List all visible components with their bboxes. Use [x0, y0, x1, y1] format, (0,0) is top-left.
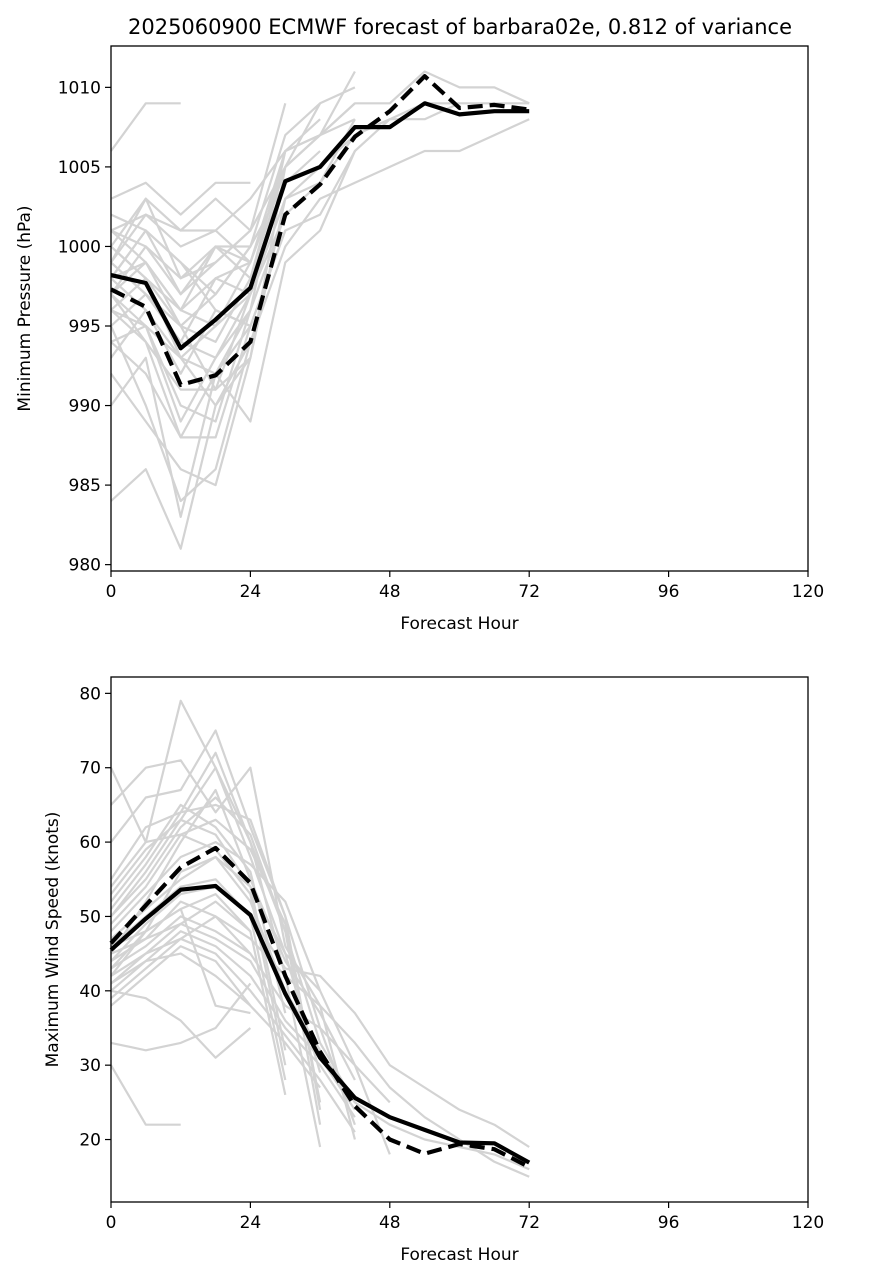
pressure-axes-frame — [110, 45, 809, 572]
wind-control-line — [109, 845, 531, 1169]
pressure-x-tick-label: 0 — [106, 582, 117, 602]
pressure-ensemble-line — [110, 181, 251, 216]
wind-x-tick-label: 48 — [379, 1213, 401, 1233]
pressure-control-line — [110, 74, 530, 387]
wind-x-tick-label: 96 — [658, 1213, 680, 1233]
pressure-y-tick-label: 1000 — [58, 237, 101, 257]
pressure-y-tick-label: 1010 — [58, 78, 101, 98]
wind-ensemble-line — [110, 818, 287, 1051]
pressure-ensemble-line — [110, 261, 251, 312]
pressure-ensemble-line — [110, 229, 251, 328]
pressure-ensemble-line — [110, 324, 252, 407]
wind-ensemble-line — [110, 840, 322, 992]
pressure-y-tick-label: 980 — [69, 556, 101, 576]
wind-x-tick-label: 0 — [106, 1213, 117, 1233]
pressure-ensemble-line — [110, 102, 530, 487]
pressure-panel: 0 24 48 72 96 120 980 985 990 995 1000 1005 1010 Fore… — [15, 45, 824, 634]
pressure-ensemble-line — [110, 293, 252, 423]
pressure-y-tick-label: 990 — [69, 397, 101, 417]
wind-ensemble-line — [110, 989, 252, 1059]
wind-ensemble-line — [110, 952, 252, 1007]
wind-ensemble-line — [110, 766, 391, 1104]
pressure-ensemble-line — [109, 118, 530, 503]
wind-x-tick-label: 72 — [518, 1213, 540, 1233]
wind-ensemble-line — [110, 803, 322, 1110]
wind-ensemble-line — [110, 982, 252, 1052]
pressure-x-tick-label: 120 — [792, 582, 824, 602]
wind-ensemble-line — [110, 892, 287, 1096]
wind-ensemble-line — [110, 900, 252, 955]
wind-ensemble-line — [110, 878, 530, 1148]
wind-y-tick-label: 40 — [79, 982, 101, 1002]
pressure-x-tick-label: 96 — [658, 582, 680, 602]
wind-ensemble-line — [110, 796, 322, 1125]
pressure-ensemble-line — [110, 197, 251, 280]
wind-y-axis-label: Maximum Wind Speed (knots) — [43, 812, 63, 1068]
wind-panel: 0 24 48 72 96 120 20 30 40 50 60 70 80 Forecast Hour M… — [43, 676, 824, 1265]
wind-y-tick-label: 20 — [79, 1131, 101, 1151]
pressure-x-tick-label: 72 — [518, 582, 540, 602]
pressure-ensemble-line — [110, 70, 530, 519]
wind-x-axis-label: Forecast Hour — [400, 1245, 518, 1265]
pressure-ensemble-line — [110, 102, 181, 152]
wind-x-tick-label: 120 — [792, 1213, 824, 1233]
figure-title: 2025060900 ECMWF forecast of barbara02e,… — [128, 15, 792, 39]
wind-ensemble-line — [110, 729, 356, 1126]
wind-ensemble-line — [110, 900, 530, 1178]
pressure-ensemble-line — [110, 103, 287, 248]
pressure-ensemble-line — [110, 118, 356, 391]
wind-x-tick-label: 24 — [240, 1213, 262, 1233]
wind-ensemble-line — [110, 907, 251, 1015]
wind-y-tick-label: 30 — [79, 1056, 101, 1076]
wind-ensemble-line — [110, 759, 356, 1140]
wind-ensemble-line — [110, 833, 287, 1066]
wind-ensemble-line — [110, 818, 322, 1103]
wind-ensemble-line — [110, 1064, 181, 1126]
pressure-y-tick-label: 985 — [69, 476, 101, 496]
wind-ensemble-line — [110, 885, 287, 1081]
wind-ensemble-line — [110, 855, 322, 1073]
wind-ensemble-line — [110, 945, 321, 1089]
wind-y-tick-label: 70 — [79, 759, 101, 779]
pressure-ensemble-line — [110, 261, 252, 391]
pressure-ensemble-line — [110, 118, 356, 264]
pressure-y-tick-label: 995 — [69, 317, 101, 337]
wind-ensemble-line — [110, 915, 252, 977]
pressure-x-axis-label: Forecast Hour — [400, 614, 518, 634]
pressure-x-tick-label: 24 — [240, 582, 262, 602]
wind-axes-frame — [110, 676, 809, 1203]
pressure-ensemble-mean-line — [110, 101, 530, 351]
wind-y-tick-label: 60 — [79, 833, 101, 853]
pressure-y-tick-label: 1005 — [58, 158, 101, 178]
wind-ensemble-line — [110, 855, 530, 1171]
pressure-y-axis-label: Minimum Pressure (hPa) — [15, 205, 35, 411]
wind-y-tick-label: 50 — [79, 907, 101, 927]
wind-ensemble-line — [110, 930, 356, 1118]
wind-y-tick-label: 80 — [79, 684, 101, 704]
pressure-x-tick-label: 48 — [379, 582, 401, 602]
